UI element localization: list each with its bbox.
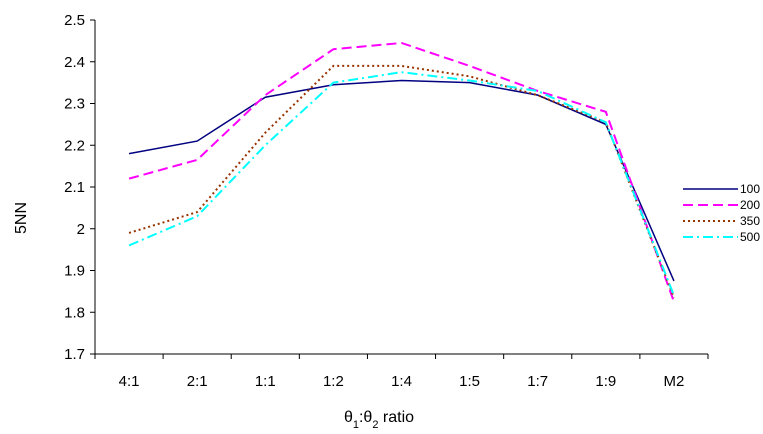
y-axis-ticks: 1.7 1.8 1.9 2 2.1 2.2 2.3 2.4 2.5 <box>64 12 95 363</box>
y-tick-label: 1.7 <box>64 346 85 363</box>
x-tick-label: 4:1 <box>119 373 140 390</box>
legend: 100 200 350 500 <box>683 182 760 244</box>
y-tick-label: 2 <box>77 221 85 238</box>
y-axis-title: 5NN <box>13 202 30 234</box>
x-axis-ticks: 4:1 2:1 1:1 1:2 1:4 1:5 1:7 1:9 M2 <box>94 354 709 390</box>
series-lines <box>128 41 675 303</box>
x-tick-label: 1:7 <box>527 373 548 390</box>
legend-label-350: 350 <box>740 214 760 228</box>
x-tick-label: 1:1 <box>255 373 276 390</box>
x-tick-label: 1:9 <box>595 373 616 390</box>
x-title-sub2: 2 <box>372 419 378 431</box>
series-line-350 <box>128 64 675 298</box>
x-tick-label: M2 <box>664 373 685 390</box>
y-tick-label: 1.8 <box>64 304 85 321</box>
y-tick-label: 2.3 <box>64 96 85 113</box>
x-title-rest: ratio <box>378 409 414 426</box>
y-tick-label: 1.9 <box>64 263 85 280</box>
x-title-theta2: :θ <box>359 409 372 426</box>
y-tick-label: 2.5 <box>64 12 85 29</box>
series-line-500 <box>128 71 675 296</box>
x-tick-label: 1:5 <box>459 373 480 390</box>
x-tick-label: 2:1 <box>187 373 208 390</box>
legend-label-500: 500 <box>740 230 760 244</box>
x-axis-title: θ1:θ2 ratio <box>344 409 414 431</box>
x-title-theta1: θ <box>344 409 353 426</box>
y-tick-label: 2.2 <box>64 137 85 154</box>
series-line-200 <box>128 41 675 303</box>
x-tick-label: 1:2 <box>323 373 344 390</box>
y-tick-label: 2.1 <box>64 179 85 196</box>
x-tick-label: 1:4 <box>391 373 412 390</box>
x-title-sub1: 1 <box>353 419 359 431</box>
series-line-100 <box>128 79 675 282</box>
y-tick-label: 2.4 <box>64 54 85 71</box>
legend-label-200: 200 <box>740 198 760 212</box>
legend-label-100: 100 <box>740 182 760 196</box>
